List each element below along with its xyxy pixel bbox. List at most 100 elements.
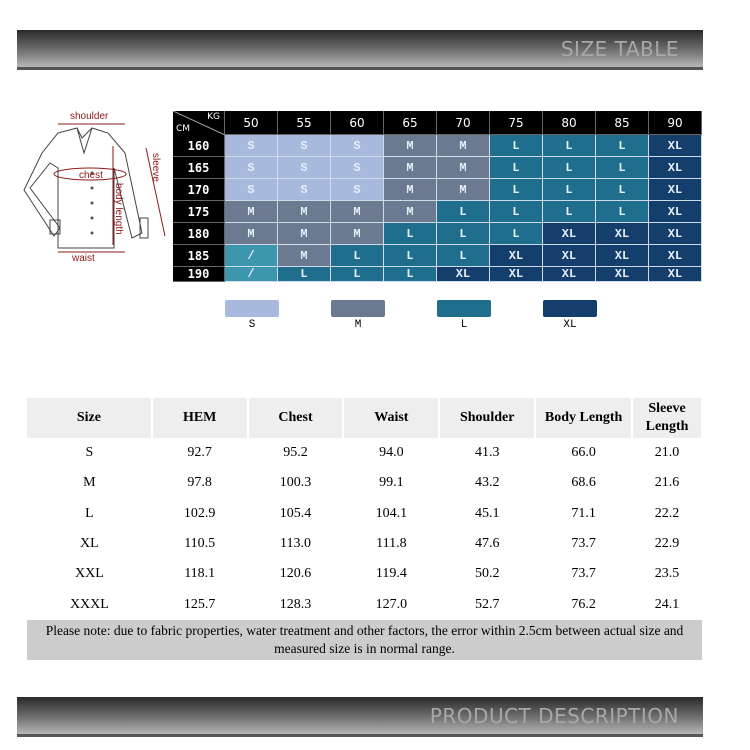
table-cell: 102.9 bbox=[183, 505, 216, 521]
weight-header: 60 bbox=[331, 111, 384, 135]
size-cell: L bbox=[437, 223, 490, 245]
size-cell: L bbox=[384, 223, 437, 245]
size-cell: L bbox=[490, 135, 543, 157]
table-cell: 22.9 bbox=[654, 536, 680, 552]
waist-label: waist bbox=[71, 253, 95, 263]
height-row: 180 M M M L L L XL XL XL bbox=[173, 223, 702, 245]
size-cell: / bbox=[225, 267, 278, 282]
body-length-label: body length bbox=[113, 183, 124, 235]
size-cell: S bbox=[278, 135, 331, 157]
height-row: 160 S S S M M L L L XL bbox=[173, 135, 702, 157]
weight-header: 75 bbox=[490, 111, 543, 135]
table-cell: 73.7 bbox=[571, 566, 596, 582]
size-cell: XL bbox=[543, 223, 596, 245]
size-cell: S bbox=[331, 135, 384, 157]
size-cell: L bbox=[543, 201, 596, 223]
size-cell: XL bbox=[649, 179, 702, 201]
table-row: XXL 118.1 120.6 119.4 50.2 73.7 23.5 bbox=[27, 559, 702, 589]
size-cell: L bbox=[596, 135, 649, 157]
table-cell: 52.7 bbox=[474, 596, 500, 612]
height-row: 185/M L L L XL XL XL XL bbox=[173, 245, 702, 267]
table-cell: 41.3 bbox=[474, 445, 500, 461]
table-cell: 127.0 bbox=[375, 596, 408, 612]
table-cell: 92.7 bbox=[187, 445, 212, 461]
weight-header: 55 bbox=[278, 111, 331, 135]
weight-header: 50 bbox=[225, 111, 278, 135]
size-cell: L bbox=[384, 245, 437, 267]
size-cell: M bbox=[278, 223, 331, 245]
size-cell: L bbox=[437, 245, 490, 267]
table-cell: 99.1 bbox=[379, 475, 404, 491]
column-header: Chest bbox=[247, 398, 345, 438]
table-row: S 92.7 95.2 94.0 41.3 66.0 21.0 bbox=[27, 438, 702, 468]
shirt-measurement-diagram: shoulder chest waist sleeve body length bbox=[23, 111, 166, 263]
size-cell: M bbox=[384, 201, 437, 223]
table-cell: 73.7 bbox=[571, 536, 596, 552]
size-cell: M bbox=[384, 157, 437, 179]
table-cell: XXL bbox=[74, 566, 104, 582]
table-cell: 66.0 bbox=[571, 445, 596, 461]
table-cell: 94.0 bbox=[379, 445, 404, 461]
size-cell: M bbox=[278, 201, 331, 223]
column-header: Body Length bbox=[535, 398, 634, 438]
size-cell: L bbox=[543, 135, 596, 157]
table-cell: 76.2 bbox=[571, 596, 596, 612]
table-cell: L bbox=[85, 505, 94, 521]
size-cell: XL bbox=[649, 245, 702, 267]
legend-label-m: M bbox=[354, 319, 362, 331]
table-cell: 95.2 bbox=[283, 445, 308, 461]
banner-title: PRODUCT DESCRIPTION bbox=[429, 704, 679, 728]
kg-label: KG bbox=[207, 112, 220, 122]
size-cell: M bbox=[384, 179, 437, 201]
table-cell: 21.0 bbox=[654, 445, 680, 461]
height-header: 190 bbox=[173, 267, 225, 282]
chest-label: chest bbox=[79, 170, 103, 181]
table-cell: 105.4 bbox=[279, 505, 312, 521]
size-cell: L bbox=[543, 157, 596, 179]
measurement-table: Size HEM Chest Waist Shoulder Body Length Slee… bbox=[27, 398, 703, 660]
size-cell: S bbox=[225, 179, 278, 201]
note-text: Please note: due to fabric properties, w… bbox=[27, 619, 702, 660]
size-cell: L bbox=[437, 201, 490, 223]
cm-label: CM bbox=[176, 124, 191, 134]
table-cell: XXXL bbox=[69, 596, 109, 612]
size-cell: S bbox=[278, 157, 331, 179]
height-header: 165 bbox=[173, 157, 225, 179]
size-cell: M bbox=[225, 223, 278, 245]
size-cell: XL bbox=[490, 245, 543, 267]
legend-label-s: S bbox=[248, 319, 256, 331]
table-cell: 111.8 bbox=[376, 536, 407, 552]
weight-header: 90 bbox=[649, 111, 702, 135]
size-cell: XL bbox=[543, 245, 596, 267]
table-cell: 22.2 bbox=[654, 505, 680, 521]
sleeve-label: sleeve bbox=[150, 153, 161, 182]
header-row: KG CM 50 55 60 65 70 75 80 85 90 bbox=[173, 111, 702, 135]
table-cell: 71.1 bbox=[571, 505, 596, 521]
table-cell: 104.1 bbox=[375, 505, 408, 521]
size-cell: M bbox=[331, 201, 384, 223]
weight-header: 85 bbox=[596, 111, 649, 135]
size-cell: L bbox=[596, 179, 649, 201]
height-header: 175 bbox=[173, 201, 225, 223]
size-cell: XL bbox=[649, 157, 702, 179]
size-cell: M bbox=[278, 245, 331, 267]
table-cell: 110.5 bbox=[184, 536, 216, 552]
table-row: L 102.9 105.4 104.1 45.1 71.1 22.2 bbox=[27, 499, 702, 529]
table-cell: 43.2 bbox=[474, 475, 500, 491]
table-cell: 125.7 bbox=[183, 596, 216, 612]
size-cell: S bbox=[331, 157, 384, 179]
legend-label-l: L bbox=[460, 319, 468, 331]
size-cell: L bbox=[331, 245, 384, 267]
size-cell: M bbox=[331, 223, 384, 245]
size-table-banner: SIZE TABLE bbox=[17, 30, 703, 70]
table-cell: S bbox=[85, 445, 94, 461]
table-cell: 119.4 bbox=[375, 566, 407, 582]
table-cell: M bbox=[83, 475, 96, 491]
table-row: XXXL 125.7 128.3 127.0 52.7 76.2 24.1 bbox=[27, 589, 702, 619]
table-cell: 21.6 bbox=[654, 475, 680, 491]
column-header: Size bbox=[27, 398, 153, 438]
table-cell: 97.8 bbox=[187, 475, 212, 491]
corner-cell: KG CM bbox=[173, 111, 225, 135]
size-cell: L bbox=[490, 223, 543, 245]
legend-label-xl: XL bbox=[563, 319, 577, 331]
